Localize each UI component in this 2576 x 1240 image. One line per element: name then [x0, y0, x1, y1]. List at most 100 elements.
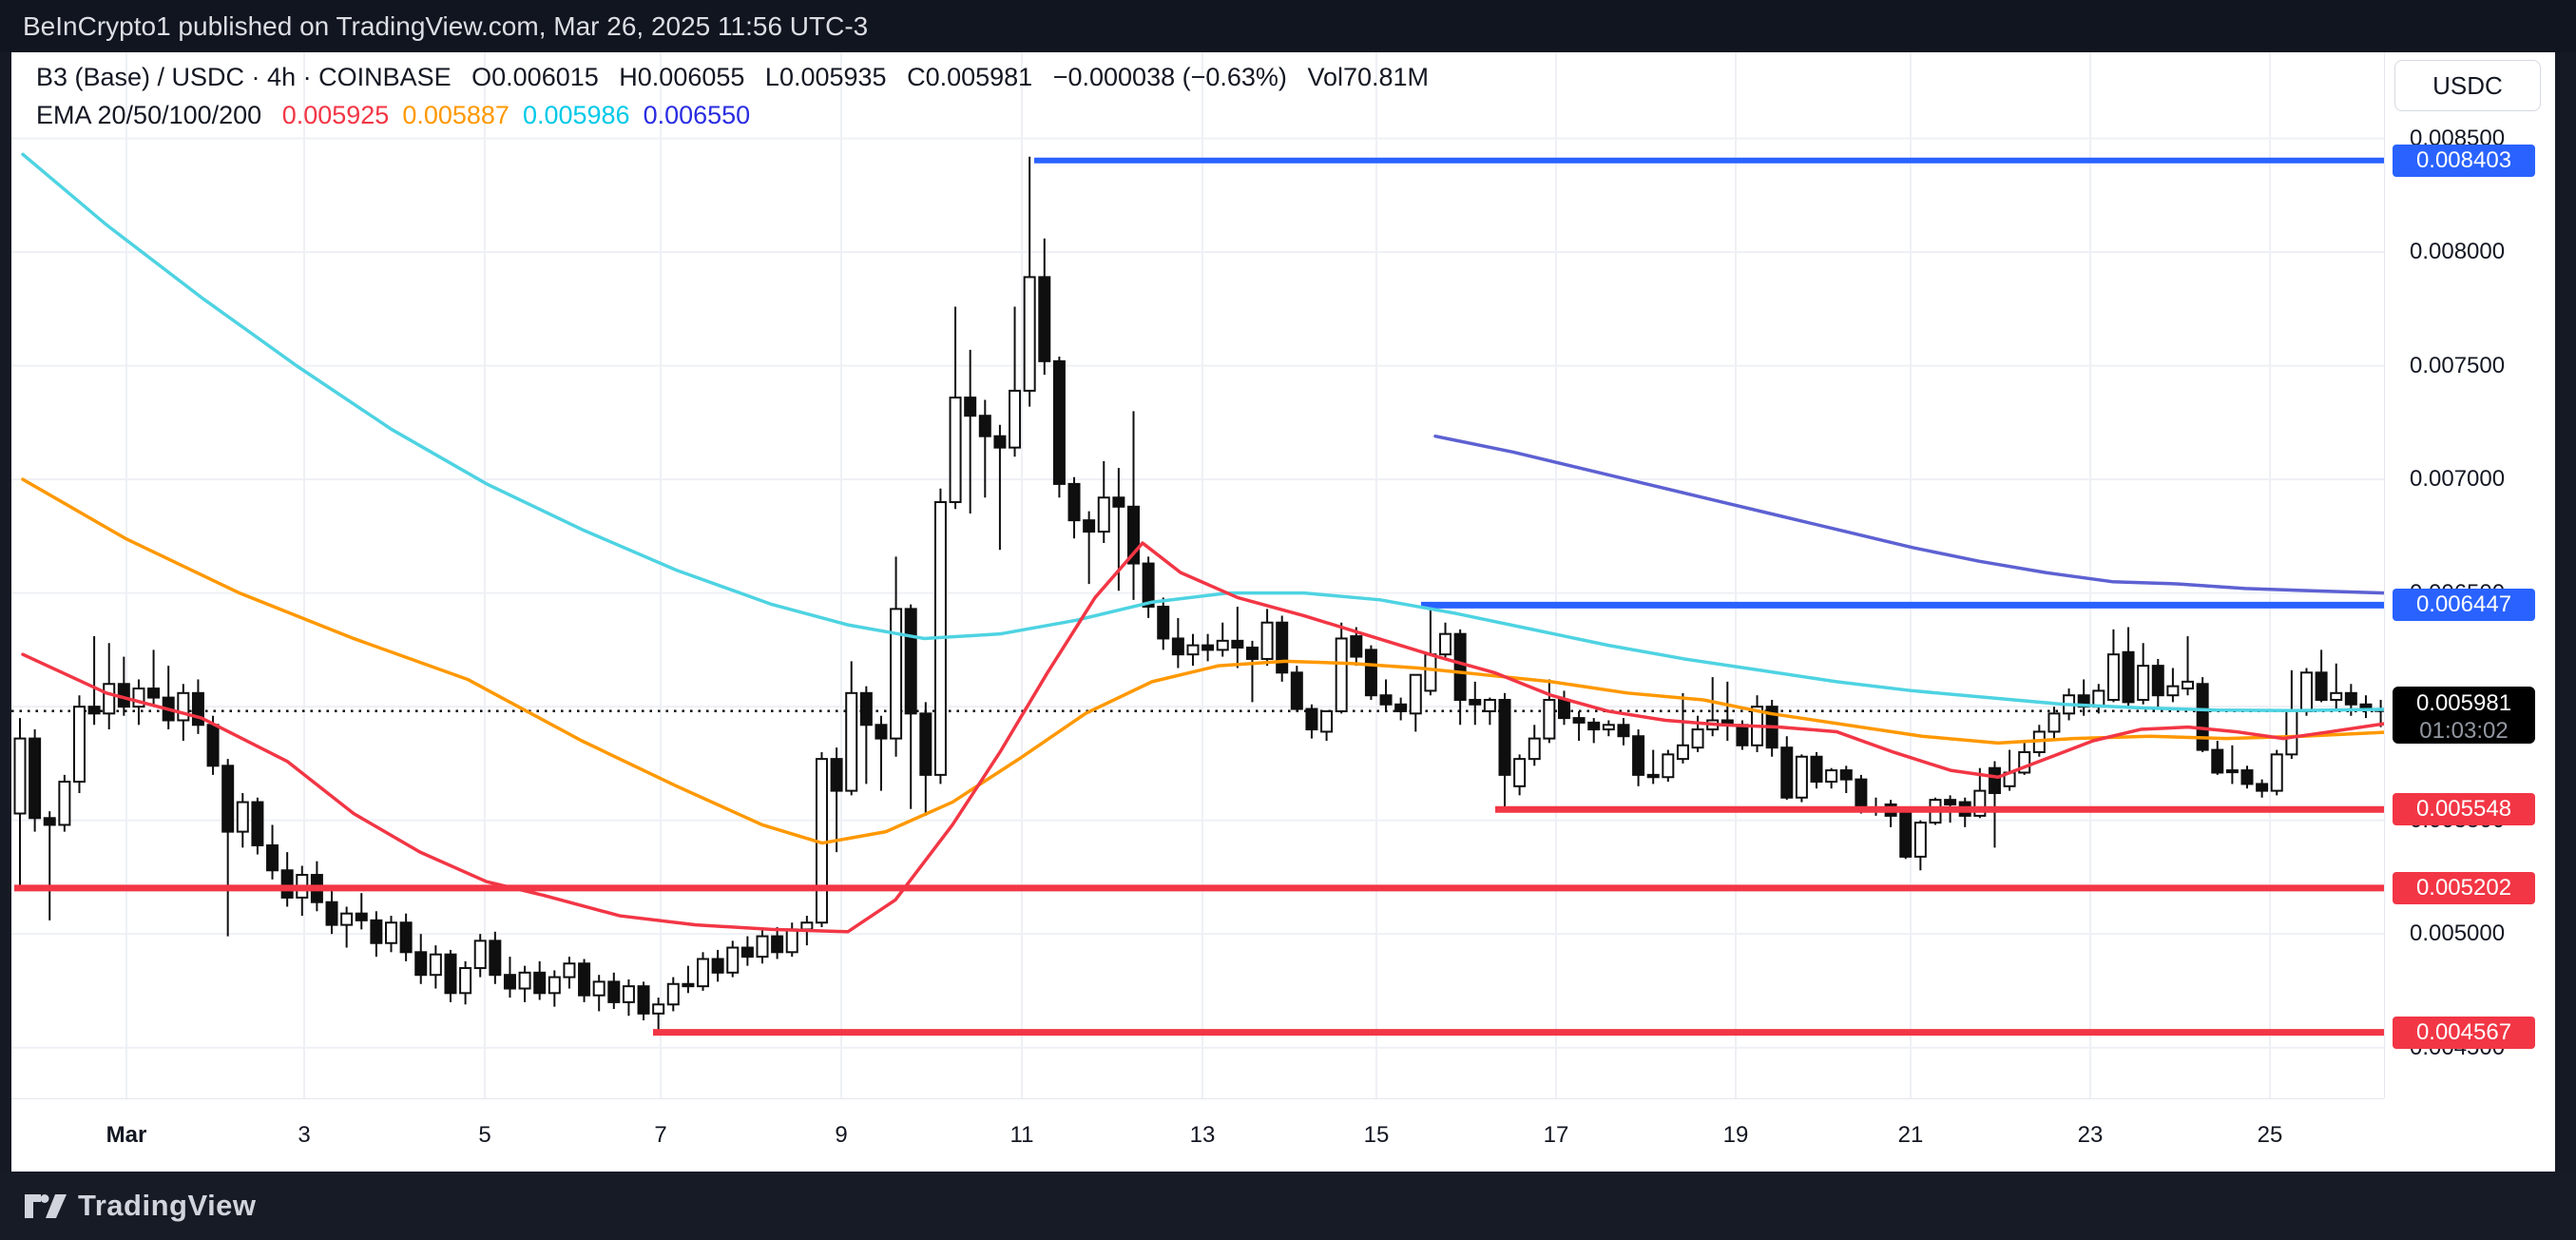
- candle: [13, 718, 27, 889]
- candle-body: [978, 415, 991, 437]
- candle: [978, 399, 991, 498]
- candle: [325, 885, 338, 935]
- ema-row: EMA 20/50/100/200 0.005925 0.005887 0.0059…: [36, 96, 1442, 134]
- candle: [43, 811, 56, 920]
- candle-body: [1201, 644, 1215, 651]
- symbol-title[interactable]: B3 (Base) / USDC · 4h · COINBASE: [36, 63, 452, 91]
- tradingview-logo-text: TradingView: [78, 1189, 257, 1222]
- candle-body: [399, 921, 413, 954]
- candle-body: [1320, 709, 1334, 733]
- candle: [1483, 697, 1496, 726]
- candle: [682, 965, 695, 994]
- candle-body: [147, 688, 161, 699]
- candle: [919, 702, 932, 816]
- candle-body: [1736, 724, 1749, 746]
- candle-body: [1009, 389, 1022, 449]
- candle-body: [1171, 637, 1184, 656]
- candle-body: [1142, 562, 1155, 608]
- candle: [1913, 820, 1927, 871]
- candle-body: [726, 946, 740, 974]
- ema-100-line[interactable]: [21, 152, 2384, 712]
- candle: [2359, 695, 2373, 719]
- candle: [2018, 741, 2031, 775]
- candle-body: [1691, 728, 1704, 749]
- candle: [1379, 679, 1393, 711]
- candle: [58, 774, 71, 832]
- candle-body: [1632, 735, 1645, 776]
- candle: [859, 686, 873, 785]
- candle: [87, 636, 101, 726]
- candle: [2182, 636, 2195, 696]
- tradingview-logo[interactable]: TradingView: [25, 1185, 257, 1227]
- candle-body: [2344, 691, 2357, 706]
- current-price-label: 0.005981 01:03:02: [2393, 686, 2535, 744]
- candle: [355, 893, 368, 930]
- candle: [2196, 677, 2209, 752]
- candle-body: [103, 683, 116, 715]
- candle: [1839, 765, 1853, 793]
- candle: [964, 349, 977, 513]
- candle: [2122, 627, 2135, 707]
- candle-body: [1543, 698, 1556, 740]
- ema-title[interactable]: EMA 20/50/100/200: [36, 101, 262, 129]
- candle: [1602, 720, 1615, 737]
- time-scale[interactable]: Mar 3 5 7 9 11 13 15 17 19 21 23 25: [11, 1098, 2384, 1172]
- candle: [1171, 617, 1184, 668]
- candle: [266, 824, 279, 880]
- candle-body: [1276, 621, 1289, 674]
- candle: [1543, 679, 1556, 744]
- publish-header-text: BeInCrypto1 published on TradingView.com…: [23, 11, 869, 41]
- ema-200-line[interactable]: [1433, 434, 2384, 595]
- candle: [726, 940, 740, 978]
- candle: [518, 965, 531, 1002]
- candle: [340, 906, 354, 948]
- candle-body: [1602, 724, 1615, 731]
- candle: [1572, 710, 1586, 742]
- candle-body: [429, 953, 442, 977]
- candle: [1157, 597, 1170, 650]
- candle: [904, 604, 917, 809]
- candle-body: [266, 843, 279, 872]
- time-tick: 21: [1897, 1122, 1924, 1148]
- candle-body: [2151, 665, 2164, 697]
- candle-body: [2240, 769, 2254, 785]
- candle-body: [1112, 496, 1125, 508]
- symbol-row: B3 (Base) / USDC · 4h · COINBASE O0.0060…: [36, 58, 1442, 96]
- candle: [1587, 718, 1601, 744]
- ohlc-low: L0.005935: [764, 63, 887, 91]
- candle: [473, 934, 487, 978]
- candle-body: [1944, 799, 1957, 805]
- ema-20-line[interactable]: [21, 541, 2384, 934]
- candle: [993, 424, 1007, 551]
- candle: [1498, 692, 1511, 810]
- candle-body: [1780, 746, 1794, 799]
- candle-body: [280, 869, 294, 899]
- candle-body: [2122, 650, 2135, 704]
- currency-button[interactable]: USDC: [2394, 60, 2541, 111]
- candle: [147, 649, 161, 707]
- time-tick: 13: [1189, 1122, 1216, 1148]
- candle-body: [949, 397, 962, 504]
- price-scale[interactable]: USDC 0.008500 0.008000 0.007500 0.007000 0.0…: [2384, 52, 2556, 1098]
- candle-body: [1127, 505, 1140, 565]
- candle: [1557, 690, 1570, 726]
- candle: [1097, 461, 1110, 544]
- candle-body: [444, 953, 457, 995]
- price-tick: 0.005000: [2410, 920, 2506, 947]
- candle: [1305, 704, 1318, 739]
- candle: [533, 960, 547, 1000]
- candle: [1646, 749, 1660, 785]
- chart-canvas[interactable]: [11, 52, 2384, 1098]
- candle-body: [2137, 665, 2150, 701]
- candle: [2106, 629, 2120, 703]
- ema-50-line[interactable]: [21, 477, 2384, 845]
- candle-body: [666, 982, 680, 1006]
- candle-body: [489, 940, 502, 977]
- candle: [2240, 765, 2254, 789]
- candle: [1083, 511, 1096, 585]
- candle-body: [2196, 683, 2209, 751]
- candle-body: [1899, 807, 1913, 858]
- candle: [592, 975, 606, 1012]
- candle: [1276, 615, 1289, 682]
- candle: [2151, 658, 2164, 707]
